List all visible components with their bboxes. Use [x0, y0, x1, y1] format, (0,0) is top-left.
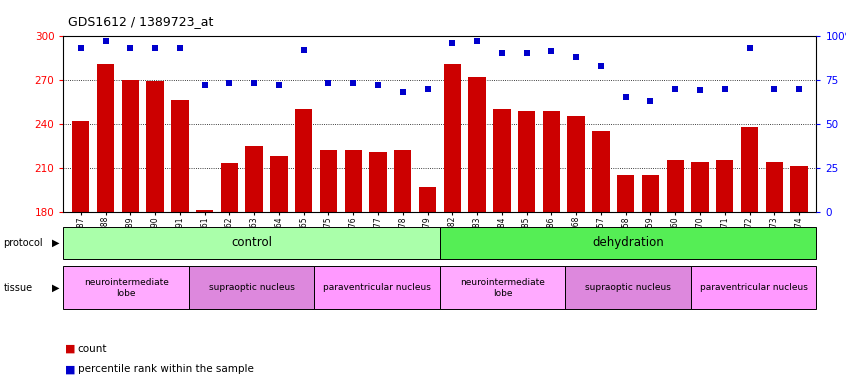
Bar — [315, 266, 440, 309]
Bar — [592, 131, 610, 212]
Bar — [568, 116, 585, 212]
Bar — [518, 111, 536, 212]
Text: supraoptic nucleus: supraoptic nucleus — [209, 284, 294, 292]
Bar — [617, 175, 634, 212]
Bar — [344, 150, 362, 212]
Text: ■: ■ — [65, 344, 75, 354]
Bar — [63, 227, 440, 259]
Text: protocol: protocol — [3, 238, 43, 248]
Text: dehydration: dehydration — [592, 236, 664, 249]
Bar — [196, 210, 213, 212]
Text: percentile rank within the sample: percentile rank within the sample — [78, 364, 254, 374]
Text: ▶: ▶ — [52, 238, 59, 248]
Bar — [440, 266, 565, 309]
Bar — [146, 81, 164, 212]
Bar — [565, 266, 691, 309]
Bar — [370, 152, 387, 212]
Bar — [440, 227, 816, 259]
Bar — [221, 164, 238, 212]
Text: neurointermediate
lobe: neurointermediate lobe — [84, 278, 168, 297]
Bar — [469, 77, 486, 212]
Text: control: control — [231, 236, 272, 249]
Bar — [189, 266, 315, 309]
Text: paraventricular nucleus: paraventricular nucleus — [700, 284, 808, 292]
Text: paraventricular nucleus: paraventricular nucleus — [323, 284, 431, 292]
Bar — [394, 150, 411, 212]
Bar — [419, 187, 437, 212]
Bar — [766, 162, 783, 212]
Bar — [667, 160, 684, 212]
Bar — [270, 156, 288, 212]
Bar — [642, 175, 659, 212]
Text: ▶: ▶ — [52, 283, 59, 293]
Bar — [122, 80, 139, 212]
Text: GDS1612 / 1389723_at: GDS1612 / 1389723_at — [68, 15, 213, 28]
Text: tissue: tissue — [3, 283, 32, 293]
Text: supraoptic nucleus: supraoptic nucleus — [585, 284, 671, 292]
Bar — [443, 63, 461, 212]
Text: count: count — [78, 344, 107, 354]
Bar — [542, 111, 560, 212]
Bar — [63, 266, 189, 309]
Bar — [716, 160, 733, 212]
Bar — [691, 162, 709, 212]
Bar — [493, 109, 510, 212]
Bar — [295, 109, 312, 212]
Bar — [72, 121, 90, 212]
Bar — [97, 63, 114, 212]
Bar — [741, 127, 758, 212]
Text: ■: ■ — [65, 364, 75, 374]
Text: neurointermediate
lobe: neurointermediate lobe — [460, 278, 545, 297]
Bar — [171, 100, 189, 212]
Bar — [691, 266, 816, 309]
Bar — [245, 146, 263, 212]
Bar — [790, 166, 808, 212]
Bar — [320, 150, 338, 212]
